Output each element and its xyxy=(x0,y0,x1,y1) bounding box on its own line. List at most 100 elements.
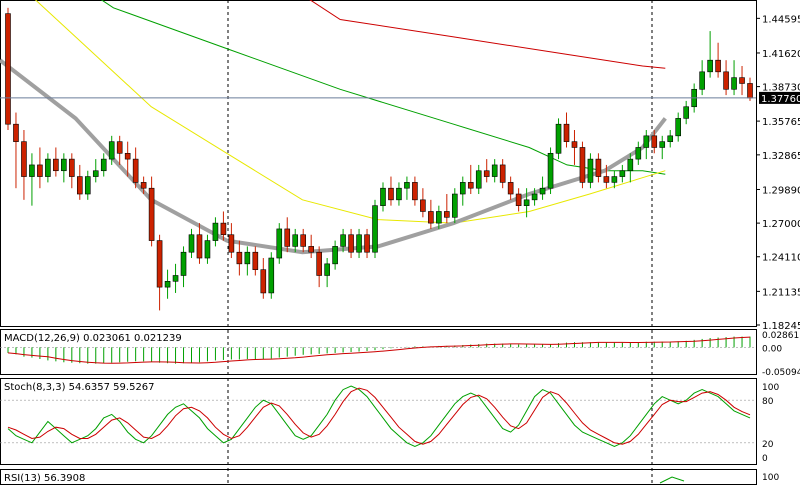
candle-body xyxy=(396,187,402,201)
candle-body xyxy=(308,246,314,253)
candle-body xyxy=(236,251,243,265)
candle-body xyxy=(499,164,506,183)
candle-body xyxy=(571,141,578,148)
candle-body xyxy=(276,228,283,259)
stoch-d-line xyxy=(7,387,751,445)
candle-body xyxy=(348,234,354,253)
candle-body xyxy=(220,222,227,236)
candle-body xyxy=(539,187,546,195)
candle-body xyxy=(547,152,554,189)
candle-body xyxy=(316,251,322,276)
candle-body xyxy=(37,164,43,177)
candle-body xyxy=(579,147,586,183)
candle-body xyxy=(244,251,251,265)
macd-title: MACD(12,26,9) 0.023061 0.021239 xyxy=(4,333,182,344)
candle-body xyxy=(284,228,291,247)
y-tick-label: 1.27000 xyxy=(762,219,800,230)
candle-body xyxy=(172,275,179,282)
candle-body xyxy=(76,176,83,195)
candle-body xyxy=(747,83,753,99)
y-tick-label: 1.38730 xyxy=(762,83,800,94)
candle-body xyxy=(483,170,490,177)
candle-body xyxy=(364,234,370,253)
candle-body xyxy=(53,158,59,172)
candle-body xyxy=(5,13,11,125)
candle-body xyxy=(507,182,514,195)
candle-body xyxy=(340,234,346,247)
candle-body xyxy=(475,170,482,189)
stoch-title: Stoch(8,3,3) 54.6357 59.5267 xyxy=(4,382,155,393)
rsi-y-tick-label: 100 xyxy=(762,473,779,483)
candle-body xyxy=(148,187,155,241)
candle-body xyxy=(467,182,474,189)
candle-body xyxy=(69,158,75,177)
candle-body xyxy=(388,187,394,201)
candle-body xyxy=(13,123,19,142)
candle-body xyxy=(29,164,35,177)
stoch-k-line xyxy=(7,385,751,447)
moving-average-line-3 xyxy=(0,58,667,255)
candle-body xyxy=(61,158,67,172)
candle-body xyxy=(444,211,450,218)
candle-body xyxy=(603,176,610,183)
main-panel-frame xyxy=(0,0,757,327)
candle-body xyxy=(459,182,466,195)
candle-body xyxy=(555,123,562,154)
candle-body xyxy=(731,77,737,90)
candle-body xyxy=(188,234,195,253)
candle-body xyxy=(92,170,99,177)
candle-body xyxy=(428,211,434,224)
y-tick-label: 1.35765 xyxy=(762,117,800,128)
candle-body xyxy=(124,152,131,160)
stoch-y-tick-label: 20 xyxy=(762,440,774,450)
candle-body xyxy=(619,170,626,177)
candle-body xyxy=(300,234,307,247)
candle-body xyxy=(659,141,666,148)
candle-body xyxy=(21,141,27,177)
candle-body xyxy=(643,135,650,148)
candle-body xyxy=(268,257,275,294)
candle-body xyxy=(252,251,259,270)
current-price-label: 1.37760 xyxy=(761,94,800,105)
candle-body xyxy=(84,176,91,195)
candle-body xyxy=(332,246,338,265)
macd-panel-frame xyxy=(0,329,757,375)
macd-y-tick-label: 0.00 xyxy=(762,344,782,354)
candle-body xyxy=(412,182,418,201)
macd-y-tick-label: 0.028611 xyxy=(762,331,800,341)
moving-average-line-2 xyxy=(34,0,666,224)
candle-body xyxy=(523,199,530,206)
macd-signal-line xyxy=(7,336,751,364)
candle-body xyxy=(228,234,235,253)
candle-body xyxy=(380,187,386,206)
rsi-title: RSI(13) 56.3908 xyxy=(4,473,85,484)
candle-body xyxy=(595,158,602,177)
y-tick-label: 1.18245 xyxy=(762,321,800,332)
rsi-line xyxy=(659,476,685,484)
current-price-badge xyxy=(759,91,800,104)
candle-body xyxy=(587,158,594,183)
candle-body xyxy=(404,182,410,189)
candle-body xyxy=(635,147,642,160)
candle-body xyxy=(699,71,705,90)
candle-body xyxy=(140,182,147,189)
y-tick-label: 1.21135 xyxy=(762,287,800,298)
candle-body xyxy=(451,193,458,218)
candle-body xyxy=(563,123,570,142)
candle-body xyxy=(491,164,498,177)
candle-body xyxy=(164,281,171,288)
candle-body xyxy=(156,240,163,288)
candle-body xyxy=(683,106,689,119)
candle-body xyxy=(627,158,634,172)
candle-body xyxy=(515,193,522,206)
stoch-y-tick-label: 80 xyxy=(762,397,774,407)
candle-body xyxy=(715,59,721,73)
candle-body xyxy=(667,135,674,142)
stoch-panel-frame xyxy=(0,378,757,465)
y-tick-label: 1.44595 xyxy=(762,14,800,25)
candle-body xyxy=(196,234,203,259)
candle-body xyxy=(372,205,378,253)
candle-body xyxy=(212,222,219,241)
